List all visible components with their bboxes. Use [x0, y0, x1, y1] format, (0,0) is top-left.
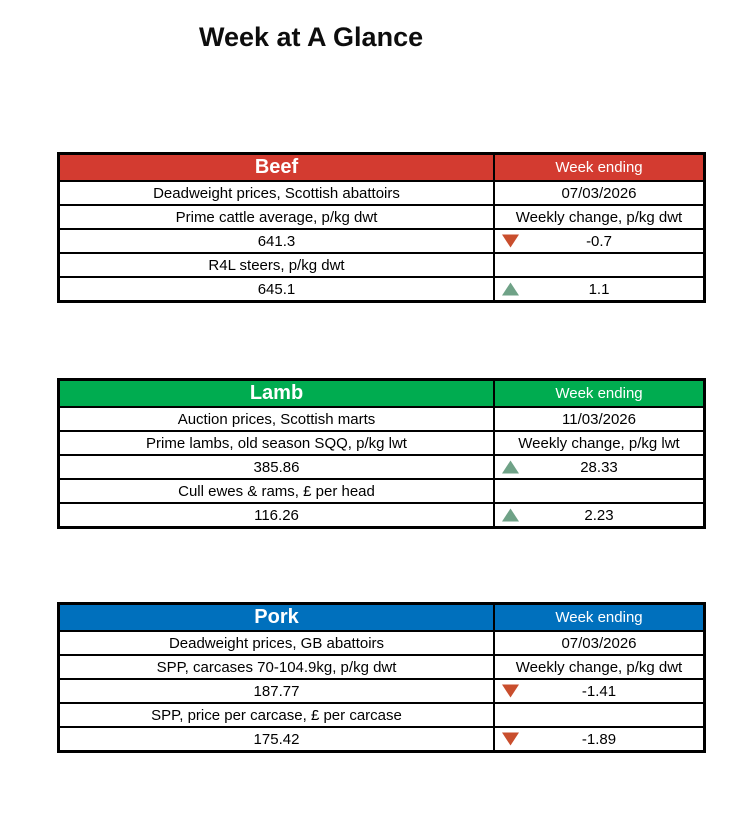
row-value-cell — [493, 702, 706, 728]
table-row: 175.42 -1.89 — [57, 726, 706, 753]
table-header-row: Lamb Week ending — [57, 378, 706, 408]
row-value: 1.1 — [588, 280, 610, 298]
table-row: Prime lambs, old season SQQ, p/kg lwt We… — [57, 430, 706, 456]
row-value-cell — [493, 478, 706, 504]
pork-table: Pork Week ending Deadweight prices, GB a… — [57, 602, 706, 753]
down-triangle-icon — [502, 234, 519, 248]
row-value-cell: 2.23 — [493, 502, 706, 529]
row-value: 07/03/2026 — [561, 634, 637, 652]
row-label: 116.26 — [57, 502, 495, 529]
row-value: Weekly change, p/kg dwt — [515, 208, 683, 226]
table-row: Cull ewes & rams, £ per head — [57, 478, 706, 504]
row-value: -1.89 — [581, 730, 617, 748]
row-value: 28.33 — [580, 458, 618, 476]
up-triangle-icon — [502, 460, 519, 474]
row-label: 187.77 — [57, 678, 495, 704]
row-value: 2.23 — [584, 506, 614, 524]
row-label: SPP, price per carcase, £ per carcase — [57, 702, 495, 728]
row-value: -1.41 — [581, 682, 617, 700]
table-body: Deadweight prices, Scottish abattoirs 07… — [57, 180, 706, 303]
row-label: Cull ewes & rams, £ per head — [57, 478, 495, 504]
row-value: 11/03/2026 — [562, 410, 636, 428]
row-value: 07/03/2026 — [561, 184, 637, 202]
table-row: Auction prices, Scottish marts 11/03/202… — [57, 406, 706, 432]
table-row: 645.1 1.1 — [57, 276, 706, 303]
row-label: 385.86 — [57, 454, 495, 480]
week-ending-label: Week ending — [493, 152, 706, 182]
table-header-row: Beef Week ending — [57, 152, 706, 182]
row-value-cell: -1.89 — [493, 726, 706, 753]
down-triangle-icon — [502, 732, 519, 746]
row-value: Weekly change, p/kg lwt — [518, 434, 680, 452]
row-value-cell: -1.41 — [493, 678, 706, 704]
table-row: Deadweight prices, Scottish abattoirs 07… — [57, 180, 706, 206]
row-label: Prime cattle average, p/kg dwt — [57, 204, 495, 230]
table-row: SPP, price per carcase, £ per carcase — [57, 702, 706, 728]
table-row: Deadweight prices, GB abattoirs 07/03/20… — [57, 630, 706, 656]
table-row: 385.86 28.33 — [57, 454, 706, 480]
row-label: 645.1 — [57, 276, 495, 303]
row-label: SPP, carcases 70-104.9kg, p/kg dwt — [57, 654, 495, 680]
row-value-cell — [493, 252, 706, 278]
row-label: 641.3 — [57, 228, 495, 254]
row-value-cell: 07/03/2026 — [493, 630, 706, 656]
row-label: Deadweight prices, Scottish abattoirs — [57, 180, 495, 206]
row-value-cell: 11/03/2026 — [493, 406, 706, 432]
row-value-cell: Weekly change, p/kg lwt — [493, 430, 706, 456]
row-label: R4L steers, p/kg dwt — [57, 252, 495, 278]
row-value-cell: 28.33 — [493, 454, 706, 480]
table-row: 641.3 -0.7 — [57, 228, 706, 254]
lamb-table: Lamb Week ending Auction prices, Scottis… — [57, 378, 706, 529]
row-value-cell: Weekly change, p/kg dwt — [493, 204, 706, 230]
row-value-cell: -0.7 — [493, 228, 706, 254]
page-title: Week at A Glance — [199, 22, 424, 52]
pork-title: Pork — [57, 602, 495, 632]
week-ending-label: Week ending — [493, 602, 706, 632]
beef-table: Beef Week ending Deadweight prices, Scot… — [57, 152, 706, 303]
table-row: Prime cattle average, p/kg dwt Weekly ch… — [57, 204, 706, 230]
beef-title: Beef — [57, 152, 495, 182]
up-triangle-icon — [502, 282, 519, 296]
row-value-cell: 1.1 — [493, 276, 706, 303]
table-row: R4L steers, p/kg dwt — [57, 252, 706, 278]
table-row: SPP, carcases 70-104.9kg, p/kg dwt Weekl… — [57, 654, 706, 680]
row-value: Weekly change, p/kg dwt — [515, 658, 683, 676]
row-label: 175.42 — [57, 726, 495, 753]
up-triangle-icon — [502, 508, 519, 522]
lamb-title: Lamb — [57, 378, 495, 408]
row-value-cell: 07/03/2026 — [493, 180, 706, 206]
down-triangle-icon — [502, 684, 519, 698]
row-value-cell: Weekly change, p/kg dwt — [493, 654, 706, 680]
week-ending-label: Week ending — [493, 378, 706, 408]
table-row: 187.77 -1.41 — [57, 678, 706, 704]
row-label: Auction prices, Scottish marts — [57, 406, 495, 432]
table-row: 116.26 2.23 — [57, 502, 706, 529]
table-body: Auction prices, Scottish marts 11/03/202… — [57, 406, 706, 529]
row-label: Deadweight prices, GB abattoirs — [57, 630, 495, 656]
row-label: Prime lambs, old season SQQ, p/kg lwt — [57, 430, 495, 456]
table-body: Deadweight prices, GB abattoirs 07/03/20… — [57, 630, 706, 753]
table-header-row: Pork Week ending — [57, 602, 706, 632]
row-value: -0.7 — [586, 232, 612, 250]
